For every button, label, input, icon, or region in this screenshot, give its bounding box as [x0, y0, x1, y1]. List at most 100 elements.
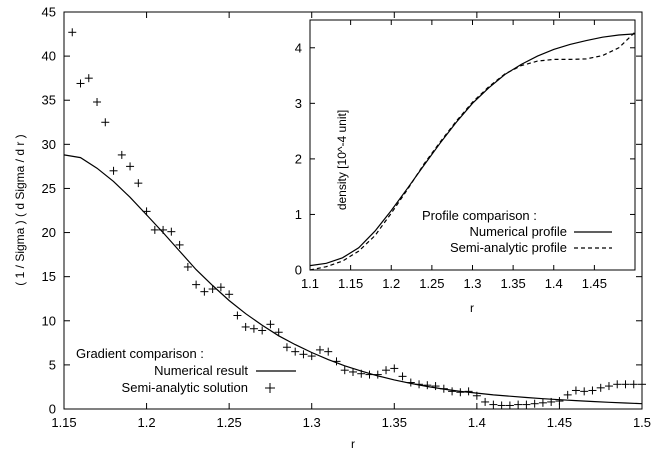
main-data-point	[93, 97, 102, 106]
main-data-point	[464, 387, 473, 396]
main-data-point	[134, 179, 143, 188]
main-data-point	[117, 150, 126, 159]
main-data-point	[390, 364, 399, 373]
main-data-point	[167, 227, 176, 236]
main-x-axis-label: r	[351, 437, 355, 451]
main-data-point	[489, 400, 498, 409]
main-data-point	[580, 387, 589, 396]
inset-y-axis-label: density [10^-4 unit]	[335, 110, 349, 210]
main-data-point	[431, 382, 440, 391]
main-y-tick-label: 25	[42, 181, 56, 196]
main-y-tick-label: 35	[42, 93, 56, 108]
main-data-point	[299, 350, 308, 359]
main-data-point	[208, 285, 217, 294]
main-data-point	[84, 74, 93, 83]
inset-y-tick-label: 4	[295, 40, 302, 55]
main-y-axis-label: ( 1 / Sigma ) ( d Sigma / d r )	[13, 134, 27, 285]
main-y-tick-label: 10	[42, 313, 56, 328]
main-x-tick-label: 1.5	[633, 415, 651, 430]
main-data-point	[439, 384, 448, 393]
main-y-tick-label: 40	[42, 49, 56, 64]
main-data-point	[109, 166, 118, 175]
main-legend-plus-sample	[265, 383, 275, 393]
inset-x-tick-label: 1.15	[338, 276, 363, 291]
main-data-point	[159, 225, 168, 234]
main-y-tick-label: 5	[49, 357, 56, 372]
main-x-tick-label: 1.3	[303, 415, 321, 430]
inset-legend-label-numerical: Numerical profile	[469, 224, 567, 239]
main-data-point	[175, 240, 184, 249]
main-data-point	[183, 262, 192, 271]
main-legend: Gradient comparison : Numerical result S…	[76, 346, 296, 395]
inset-y-tick-label: 3	[295, 96, 302, 111]
inset-y-tick-label: 2	[295, 151, 302, 166]
main-data-point	[373, 370, 382, 379]
main-data-point	[266, 320, 275, 329]
main-legend-label-semianalytic: Semi-analytic solution	[122, 380, 248, 395]
main-legend-label-numerical: Numerical result	[154, 363, 248, 378]
inset-legend-title: Profile comparison :	[422, 208, 537, 223]
main-y-tick-label: 30	[42, 137, 56, 152]
main-data-point	[216, 283, 225, 292]
main-data-point	[233, 311, 242, 320]
main-data-point	[514, 400, 523, 409]
inset-x-axis-label: r	[470, 301, 474, 315]
main-data-point	[555, 397, 564, 406]
main-data-point	[481, 397, 490, 406]
main-data-point	[563, 390, 572, 399]
main-data-point	[241, 322, 250, 331]
main-data-point	[497, 401, 506, 410]
main-data-point	[415, 380, 424, 389]
main-data-point	[192, 280, 201, 289]
main-data-point	[315, 345, 324, 354]
main-data-point	[274, 328, 283, 337]
main-plot-frame	[63, 11, 643, 410]
main-data-point	[456, 388, 465, 397]
main-data-point	[604, 382, 613, 391]
main-data-point	[365, 370, 374, 379]
inset-legend-label-semianalytic: Semi-analytic profile	[450, 240, 567, 255]
inset-x-tick-labels: 1.1 1.15 1.2 1.25 1.3 1.35 1.4 1.45	[301, 276, 607, 291]
main-data-point	[538, 398, 547, 407]
main-data-point	[150, 225, 159, 234]
main-data-point	[588, 386, 597, 395]
main-data-point	[126, 162, 135, 171]
main-data-point	[349, 367, 357, 376]
inset-x-tick-label: 1.2	[382, 276, 400, 291]
main-data-point	[101, 118, 110, 127]
main-chart: 1.15 1.2 1.25 1.3 1.35 1.4 1.45 1.5 05101520253…	[13, 5, 651, 452]
main-x-tick-label: 1.2	[138, 415, 156, 430]
main-y-tick-label: 0	[49, 402, 56, 417]
main-y-tick-label: 15	[42, 269, 56, 284]
main-y-tick-labels: 0 5 10 15 20 25 30 35 40 45	[42, 5, 56, 417]
main-data-point	[547, 397, 556, 406]
main-data-point	[324, 347, 333, 356]
main-legend-title: Gradient comparison :	[76, 346, 204, 361]
main-data-point	[398, 372, 407, 381]
main-data-point	[522, 400, 531, 409]
inset-ticks	[309, 20, 635, 271]
main-series-points	[68, 28, 646, 410]
main-data-point	[76, 79, 85, 88]
main-data-point	[448, 387, 457, 396]
main-data-point	[382, 366, 391, 375]
main-data-point	[472, 391, 481, 400]
main-data-point	[571, 386, 580, 395]
main-data-point	[530, 399, 539, 408]
main-data-point	[621, 380, 630, 389]
main-data-point	[596, 383, 605, 392]
main-data-point	[505, 401, 514, 410]
main-x-tick-label: 1.15	[51, 415, 76, 430]
main-data-point	[613, 380, 622, 389]
main-data-point	[423, 381, 432, 390]
main-x-tick-label: 1.45	[547, 415, 572, 430]
inset-background	[300, 20, 635, 275]
main-data-point	[249, 324, 258, 333]
inset-x-tick-label: 1.3	[463, 276, 481, 291]
main-data-point	[406, 378, 415, 387]
main-data-point	[142, 207, 151, 216]
inset-legend: Profile comparison : Numerical profile S…	[422, 208, 612, 255]
inset-x-tick-label: 1.4	[545, 276, 563, 291]
inset-x-tick-label: 1.25	[419, 276, 444, 291]
